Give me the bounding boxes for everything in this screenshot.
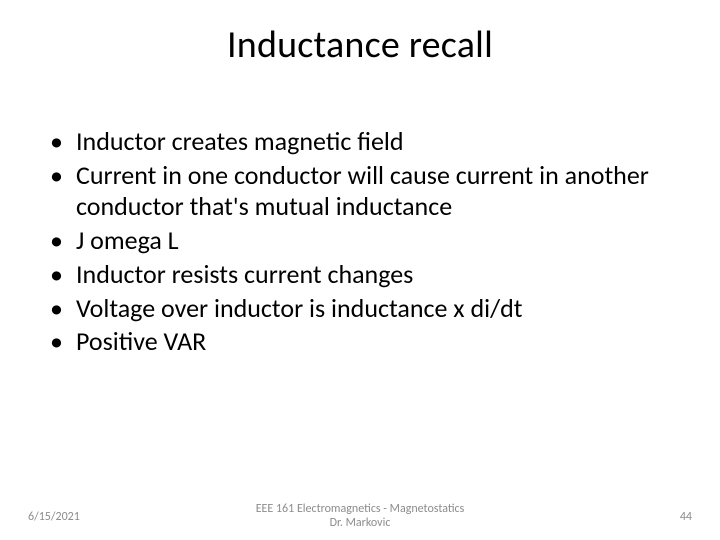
list-item: Voltage over inductor is inductance x di… xyxy=(48,293,672,325)
list-item: Inductor creates magnetic field xyxy=(48,126,672,158)
slide: Inductance recall Inductor creates magne… xyxy=(0,0,720,540)
list-item: Inductor resists current changes xyxy=(48,259,672,291)
list-item: J omega L xyxy=(48,225,672,257)
footer-date: 6/15/2021 xyxy=(28,510,80,524)
bullet-list: Inductor creates magnetic field Current … xyxy=(48,126,672,358)
footer-course-line2: Dr. Markovic xyxy=(330,516,391,530)
slide-footer: 6/15/2021 EEE 161 Electromagnetics - Mag… xyxy=(0,510,720,524)
footer-course-line1: EEE 161 Electromagnetics - Magnetostatic… xyxy=(256,502,465,516)
slide-body: Inductor creates magnetic field Current … xyxy=(0,86,720,358)
list-item: Positive VAR xyxy=(48,326,672,358)
list-item: Current in one conductor will cause curr… xyxy=(48,160,672,223)
slide-title: Inductance recall xyxy=(0,0,720,86)
footer-course: EEE 161 Electromagnetics - Magnetostatic… xyxy=(256,503,465,531)
footer-page-number: 44 xyxy=(680,510,692,524)
